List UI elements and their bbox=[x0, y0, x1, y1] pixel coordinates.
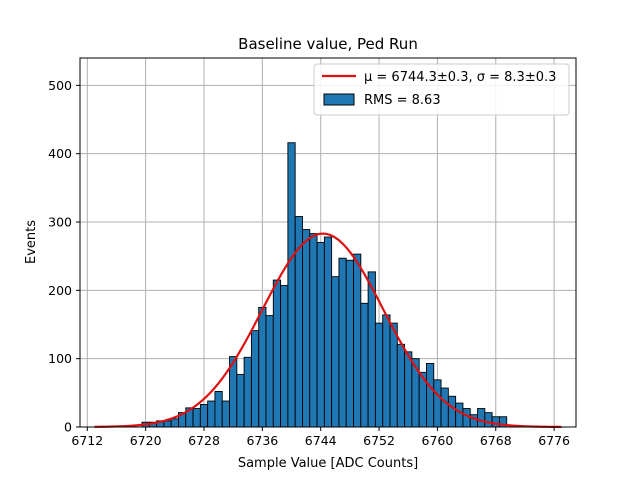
histogram-bar bbox=[170, 418, 179, 428]
histogram-bar bbox=[214, 391, 223, 428]
x-tick-label: 6736 bbox=[246, 433, 278, 448]
histogram-bar bbox=[447, 395, 457, 428]
histogram-bar bbox=[302, 229, 311, 428]
histogram-bar bbox=[272, 279, 282, 428]
x-tick-label: 6768 bbox=[480, 433, 512, 448]
histogram-bar bbox=[360, 302, 369, 428]
histogram-bar bbox=[287, 142, 296, 428]
histogram-bar bbox=[491, 416, 500, 428]
x-tick-label: 6776 bbox=[538, 433, 570, 448]
plot-frame bbox=[79, 57, 577, 428]
y-tick-label: 300 bbox=[48, 215, 72, 230]
histogram-bar bbox=[396, 343, 406, 428]
histogram-bar bbox=[236, 373, 245, 428]
histogram-bar bbox=[426, 363, 435, 428]
x-axis-ticks: 6712 6720 6728 6736 6744 6752 6760 6768 6776 bbox=[71, 427, 570, 448]
histogram-bar bbox=[207, 400, 216, 428]
legend-fit-label: μ = 6744.3±0.3, σ = 8.3±0.3 bbox=[364, 70, 556, 85]
histogram-bar bbox=[331, 276, 340, 428]
histogram-bar bbox=[353, 253, 362, 428]
histogram-bar bbox=[462, 408, 471, 428]
fit-curve-group bbox=[94, 232, 562, 429]
histogram-bar bbox=[243, 356, 252, 428]
legend-bar-swatch bbox=[323, 93, 355, 106]
histogram-bar bbox=[280, 285, 289, 428]
legend-rms-label: RMS = 8.63 bbox=[364, 93, 441, 108]
y-tick-label: 0 bbox=[64, 420, 72, 435]
histogram-bar bbox=[323, 236, 333, 428]
histogram-bar bbox=[221, 400, 230, 428]
histogram-bar bbox=[433, 379, 442, 428]
legend-box bbox=[313, 63, 570, 116]
histogram-bar bbox=[345, 259, 354, 428]
histogram-bar bbox=[192, 408, 201, 428]
histogram-bar bbox=[382, 314, 391, 428]
histogram-bar bbox=[338, 257, 347, 428]
y-tick-label: 500 bbox=[48, 78, 72, 93]
y-tick-label: 100 bbox=[48, 351, 72, 366]
histogram-bar bbox=[309, 233, 318, 428]
chart-title: Baseline value, Ped Run bbox=[238, 35, 418, 53]
y-axis-ticks: 0 100 200 300 400 500 bbox=[48, 78, 80, 435]
histogram-bar bbox=[265, 315, 274, 428]
histogram-bar bbox=[477, 408, 486, 428]
x-tick-label: 6728 bbox=[188, 433, 220, 448]
x-axis-label: Sample Value [ADC Counts] bbox=[238, 456, 418, 471]
histogram-bar bbox=[199, 404, 209, 428]
y-axis-label: Events bbox=[24, 220, 39, 264]
histogram-bar bbox=[455, 402, 464, 428]
legend: μ = 6744.3±0.3, σ = 8.3±0.3 RMS = 8.63 bbox=[313, 63, 570, 116]
x-tick-label: 6720 bbox=[130, 433, 162, 448]
histogram-bar bbox=[404, 351, 413, 428]
histogram-bar bbox=[250, 330, 260, 428]
histogram-bar bbox=[440, 387, 449, 428]
histogram-bar bbox=[484, 412, 493, 428]
y-tick-label: 400 bbox=[48, 146, 72, 161]
gaussian-fit-curve bbox=[94, 232, 562, 429]
x-tick-label: 6712 bbox=[71, 433, 103, 448]
histogram-bar bbox=[367, 271, 376, 428]
x-tick-label: 6744 bbox=[305, 433, 337, 448]
histogram-bar bbox=[389, 322, 398, 428]
x-tick-label: 6752 bbox=[363, 433, 395, 448]
histogram-bar bbox=[258, 306, 267, 428]
histogram-bar bbox=[316, 242, 325, 428]
histogram-bar bbox=[374, 322, 384, 428]
histogram-bar bbox=[163, 420, 172, 428]
x-tick-label: 6760 bbox=[422, 433, 454, 448]
y-tick-label: 200 bbox=[48, 283, 72, 298]
